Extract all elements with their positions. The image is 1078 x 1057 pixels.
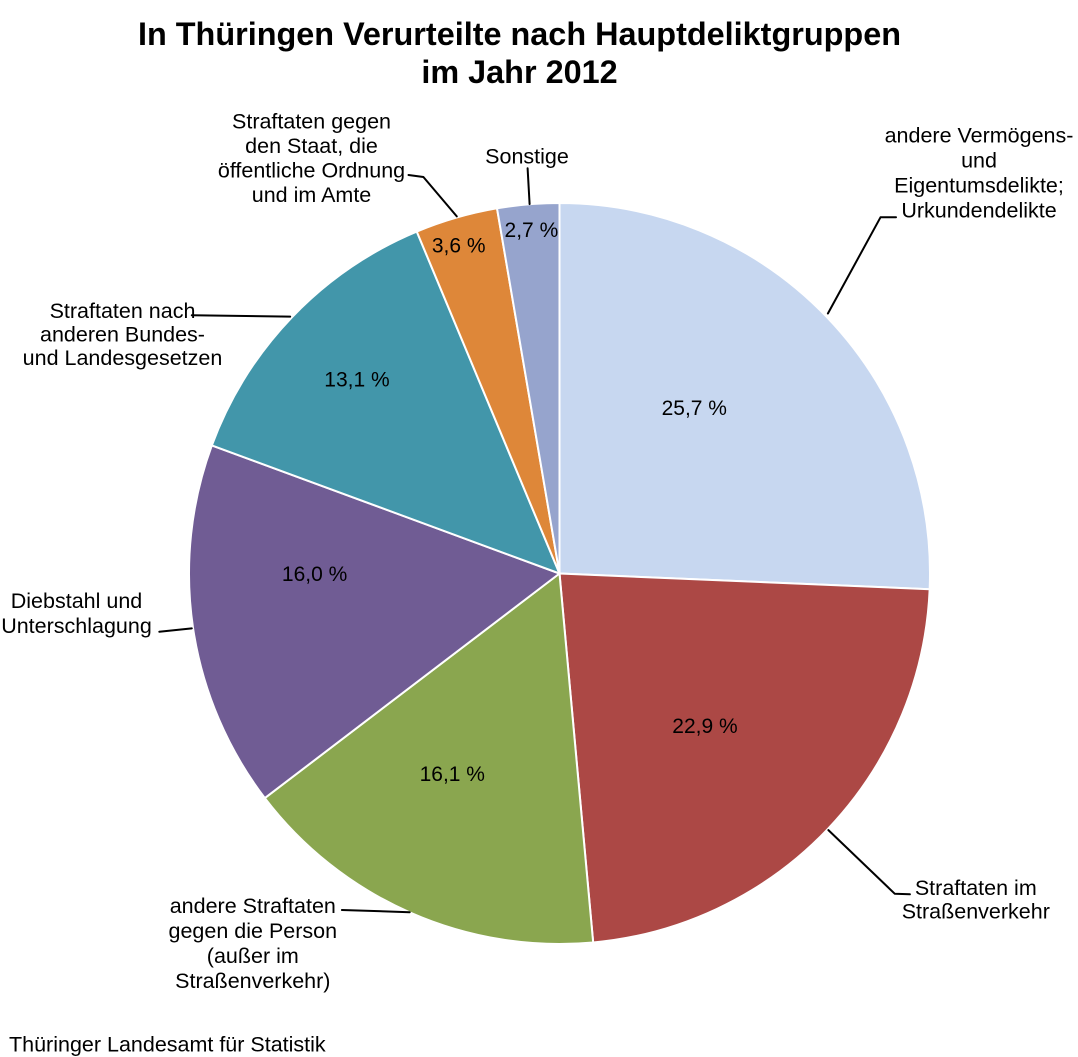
svg-text:Thüringer Landesamt für Statis: Thüringer Landesamt für Statistik: [9, 1033, 326, 1057]
svg-text:Straftaten gegen: Straftaten gegen: [232, 110, 391, 134]
svg-text:und: und: [961, 149, 997, 173]
svg-text:22,9 %: 22,9 %: [672, 715, 737, 738]
svg-text:25,7 %: 25,7 %: [662, 397, 727, 420]
svg-text:16,0 %: 16,0 %: [282, 563, 347, 586]
svg-text:Sonstige: Sonstige: [485, 144, 569, 168]
svg-text:gegen die Person: gegen die Person: [169, 919, 338, 943]
svg-text:anderen Bundes-: anderen Bundes-: [40, 323, 205, 347]
svg-text:den Staat, die: den Staat, die: [245, 134, 378, 158]
svg-text:andere Vermögens-: andere Vermögens-: [885, 124, 1074, 148]
svg-text:Straftaten nach: Straftaten nach: [50, 299, 196, 323]
svg-text:16,1 %: 16,1 %: [420, 763, 485, 786]
svg-text:Diebstahl und: Diebstahl und: [11, 589, 142, 613]
svg-text:Straßenverkehr: Straßenverkehr: [902, 900, 1050, 924]
svg-text:Unterschlagung: Unterschlagung: [1, 614, 152, 638]
svg-text:andere Straftaten: andere Straftaten: [170, 894, 336, 918]
svg-text:Urkundendelikte: Urkundendelikte: [901, 199, 1056, 223]
svg-text:2,7 %: 2,7 %: [505, 219, 559, 242]
svg-text:Straftaten im: Straftaten im: [915, 876, 1037, 900]
svg-text:Eigentumsdelikte;: Eigentumsdelikte;: [894, 174, 1064, 198]
svg-text:im Jahr 2012: im Jahr 2012: [421, 54, 617, 90]
svg-text:In Thüringen Verurteilte nach: In Thüringen Verurteilte nach Hauptdelik…: [138, 16, 901, 52]
svg-text:und im Amte: und im Amte: [252, 183, 372, 207]
svg-text:3,6 %: 3,6 %: [432, 234, 486, 257]
svg-text:öffentliche Ordnung: öffentliche Ordnung: [218, 159, 405, 183]
svg-text:(außer im: (außer im: [207, 944, 299, 968]
svg-text:und Landesgesetzen: und Landesgesetzen: [23, 346, 223, 370]
svg-text:13,1 %: 13,1 %: [324, 369, 389, 392]
svg-text:Straßenverkehr): Straßenverkehr): [175, 969, 330, 993]
